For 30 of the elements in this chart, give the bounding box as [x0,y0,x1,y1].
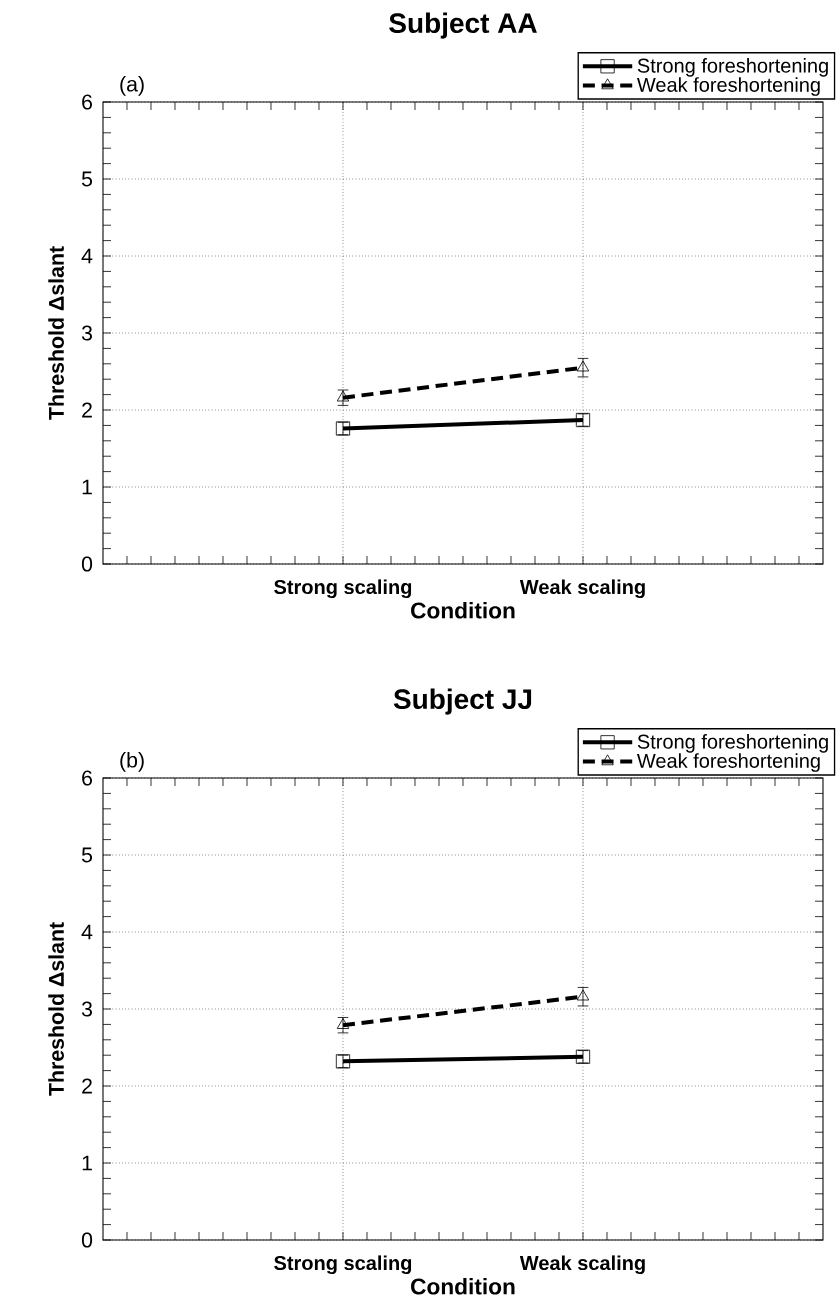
y-axis-title: Threshold Δslant [48,922,64,1096]
legend-label: Weak foreshortening [636,753,820,772]
y-tick-label: 0 [81,556,93,572]
y-tick-label: 3 [81,1001,93,1017]
y-axis-title: Threshold Δslant [48,246,64,420]
y-tick-label: 4 [81,924,93,940]
y-tick-label: 1 [82,479,92,495]
legend-label: Strong foreshortening [637,58,828,77]
legend-label: Strong foreshortening [637,734,828,753]
text: (a) [120,75,144,96]
y-tick-label: 3 [81,325,93,341]
y-tick-label: 0 [81,1232,93,1248]
chart-title: Subject JJ [393,688,532,715]
y-tick-label: 2 [82,402,92,418]
y-tick-label: 6 [82,94,93,110]
y-tick-label: 2 [82,1078,92,1094]
x-tick-label: Weak scaling [519,1255,645,1275]
chart-title: Subject AA [389,12,537,39]
x-tick-label: Weak scaling [519,579,645,599]
text: (b) [120,751,144,772]
legend-label: Weak foreshortening [636,77,820,96]
x-axis-title: Condition [411,1277,515,1295]
y-tick-label: 5 [81,847,93,863]
y-tick-label: 5 [81,171,93,187]
y-tick-label: 1 [82,1155,92,1171]
y-tick-label: 4 [81,248,93,264]
x-tick-label: Strong scaling [274,579,412,599]
x-tick-label: Strong scaling [274,1255,412,1275]
y-tick-label: 6 [82,770,93,786]
x-axis-title: Condition [411,601,515,619]
